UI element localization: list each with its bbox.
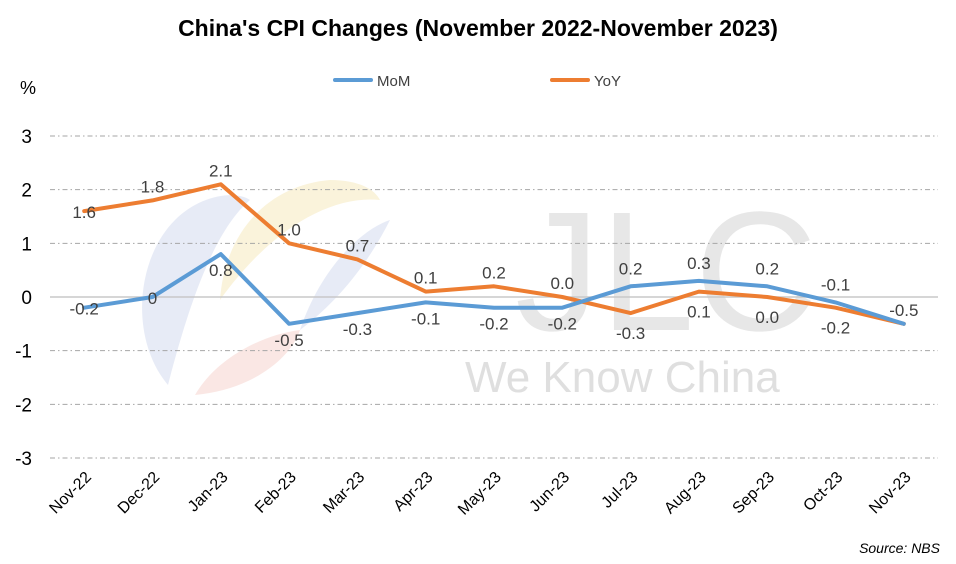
y-tick-label: -1	[15, 342, 32, 363]
y-axis-unit: %	[20, 78, 36, 98]
y-tick-label: 0	[21, 288, 32, 309]
data-label-yoy: 0.2	[482, 263, 506, 282]
y-axis-ticks: 3 2 1 0 -1 -2 -3	[15, 127, 32, 470]
legend-label-mom: MoM	[377, 73, 410, 90]
x-tick-label: Nov-23	[866, 469, 915, 518]
chart-title: China's CPI Changes (November 2022-Novem…	[178, 15, 778, 41]
data-label-mom: -0.3	[343, 320, 372, 339]
x-tick-label: Mar-23	[320, 469, 368, 517]
data-label-mom: -0.1	[411, 309, 440, 328]
y-tick-label: 3	[21, 127, 32, 148]
grid	[50, 135, 938, 459]
legend-label-yoy: YoY	[594, 73, 621, 90]
data-label-yoy: 1.8	[141, 177, 165, 196]
series-line-mom	[82, 252, 906, 326]
data-label-mom: -0.2	[479, 315, 508, 334]
data-label-yoy: 1.0	[277, 220, 301, 239]
data-label-yoy: 0.0	[550, 274, 574, 293]
data-label-mom: 0.2	[755, 259, 779, 278]
watermark-logo-blue-shape	[142, 195, 250, 385]
data-label-mom: -0.2	[70, 300, 99, 319]
watermark-sub-text: We Know China	[465, 353, 780, 402]
data-label-yoy: 0.1	[414, 269, 438, 288]
y-tick-label: 2	[21, 181, 32, 202]
x-tick-label: Apr-23	[391, 469, 437, 515]
x-tick-label: Jul-23	[599, 469, 642, 512]
x-tick-label: Jan-23	[185, 469, 232, 516]
x-tick-label: Jun-23	[527, 469, 574, 516]
x-tick-label: Aug-23	[661, 469, 710, 518]
data-label-yoy: 0.0	[755, 308, 779, 327]
data-label-yoy: -0.5	[889, 301, 918, 320]
x-tick-label: Oct-23	[800, 469, 846, 515]
watermark-logo-red-shape	[195, 330, 300, 395]
source-note: Source: NBS	[859, 540, 941, 556]
series-line-yoy	[82, 182, 906, 326]
watermark: JLC We Know China	[142, 177, 817, 402]
y-tick-label: 1	[21, 234, 32, 255]
series	[82, 182, 906, 326]
data-label-yoy: 0.1	[687, 303, 711, 322]
x-tick-label: Nov-22	[46, 469, 95, 518]
data-label-mom: 0.8	[209, 261, 233, 280]
data-label-mom: -0.2	[548, 315, 577, 334]
data-label-yoy: 1.6	[72, 203, 96, 222]
data-label-mom: 0.2	[619, 259, 643, 278]
data-label-yoy: 2.1	[209, 161, 233, 180]
x-tick-label: May-23	[455, 469, 505, 519]
data-label-mom: -0.1	[821, 275, 850, 294]
y-tick-label: -2	[15, 395, 32, 416]
x-tick-label: Dec-22	[115, 469, 164, 518]
watermark-logo-blue-ring	[300, 220, 390, 330]
data-label-yoy: -0.3	[616, 324, 645, 343]
legend: MoM YoY	[333, 73, 621, 90]
data-label-yoy: -0.2	[821, 319, 850, 338]
data-label-mom: 0.3	[687, 254, 711, 273]
data-label-mom: 0	[148, 289, 157, 308]
x-tick-label: Sep-23	[730, 469, 779, 518]
x-tick-label: Feb-23	[252, 469, 300, 517]
data-labels: 1.6 -0.2 1.8 0 2.1 0.8 1.0 -0.5 0.7 -0.3 0.1 -0.1 0.…	[70, 161, 919, 350]
watermark-logo-yellow-shape	[220, 180, 380, 300]
y-tick-label: -3	[15, 449, 32, 470]
data-label-mom: -0.5	[274, 331, 303, 350]
x-axis-ticks: Nov-22 Dec-22 Jan-23 Feb-23 Mar-23 Apr-23 May-…	[46, 469, 914, 519]
data-label-yoy: 0.7	[346, 236, 370, 255]
watermark-main-text: JLC	[515, 177, 817, 367]
